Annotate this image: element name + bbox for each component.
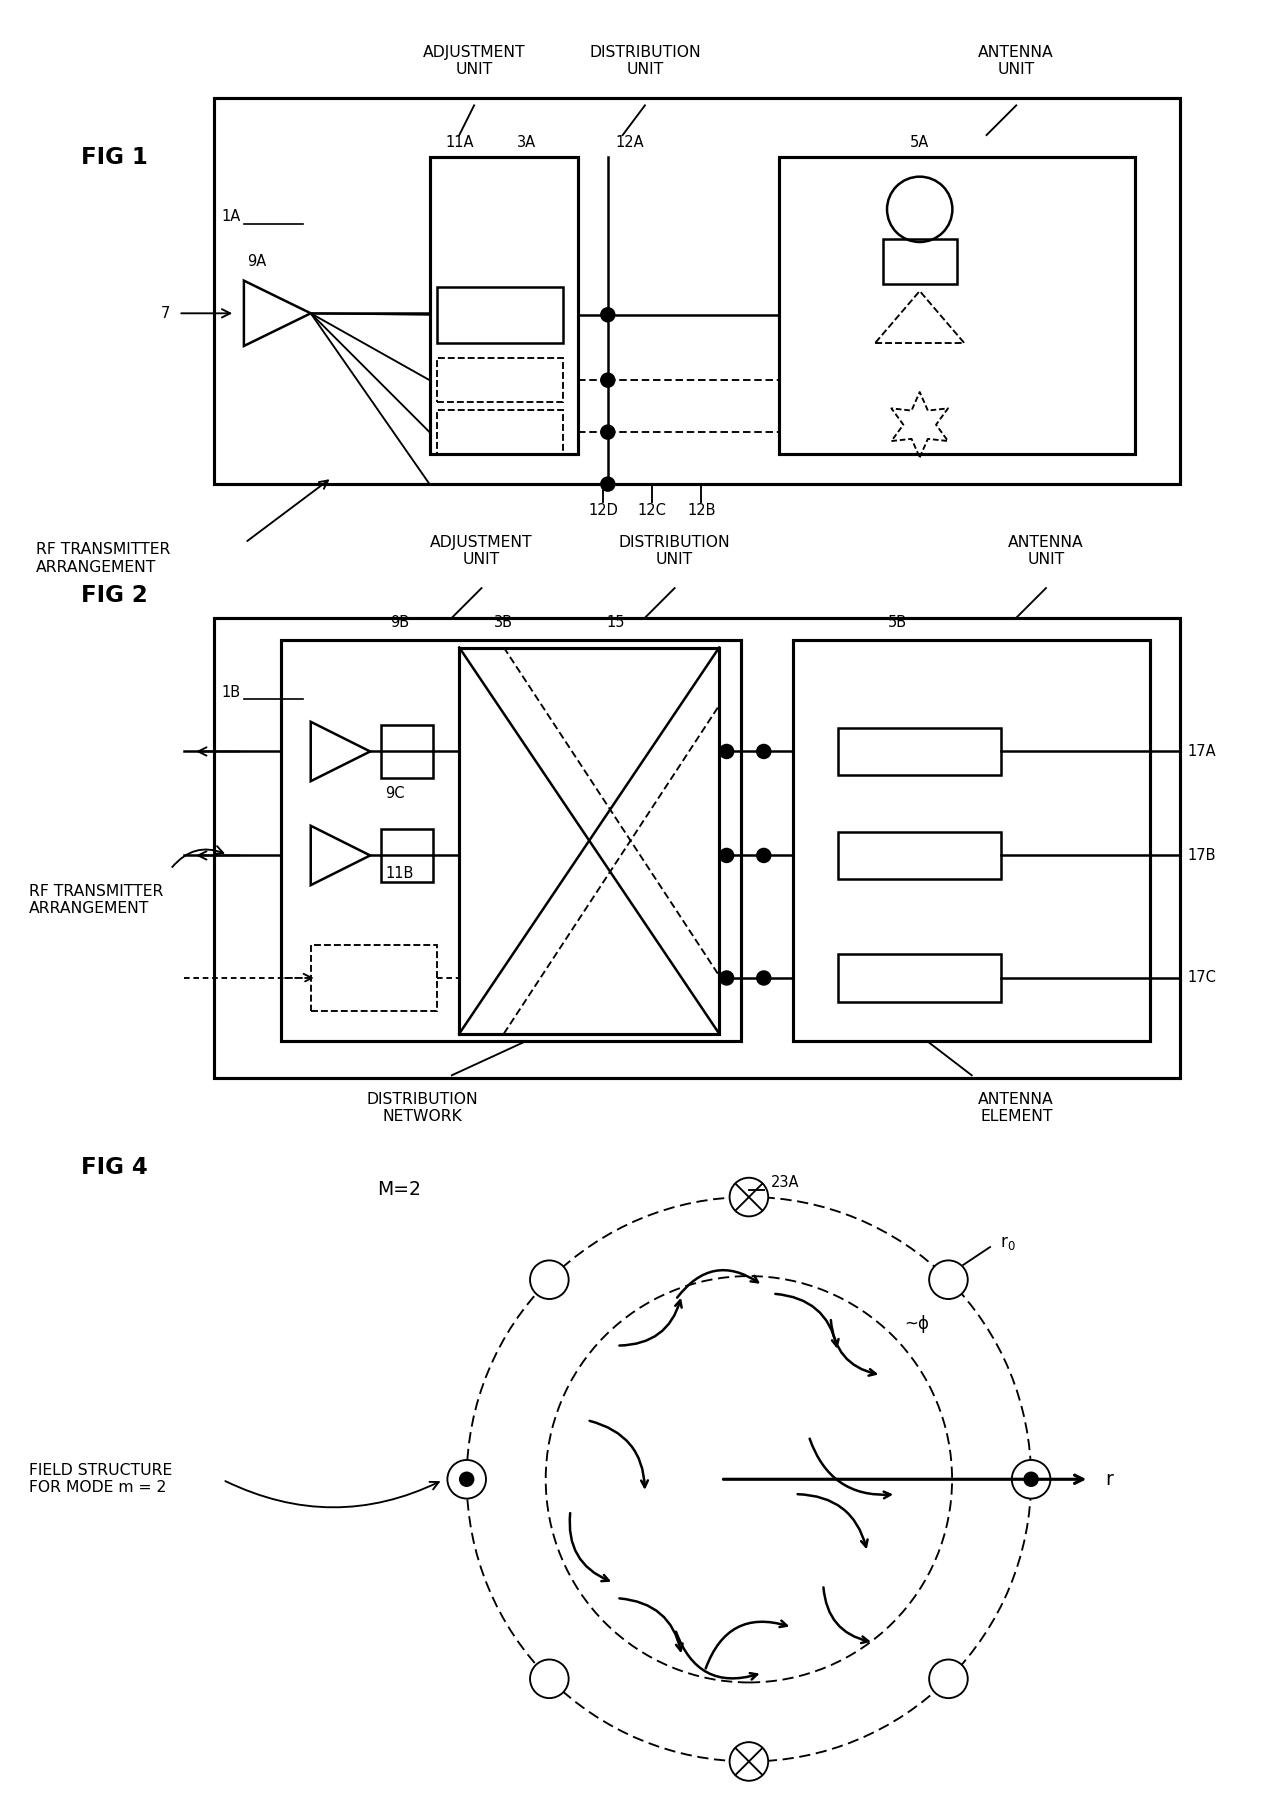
Text: 7: 7: [161, 306, 170, 320]
Bar: [793, 641, 1150, 1040]
Text: 17C: 17C: [1187, 970, 1216, 985]
Text: 12A: 12A: [616, 135, 644, 149]
Text: ADJUSTMENT
UNIT: ADJUSTMENT UNIT: [423, 45, 525, 77]
Text: 12D: 12D: [588, 504, 618, 518]
Text: 11A: 11A: [445, 135, 473, 149]
Bar: [214, 617, 1179, 1078]
Bar: [459, 648, 719, 1033]
Text: 11B: 11B: [385, 866, 413, 880]
Circle shape: [601, 373, 615, 387]
Bar: [280, 641, 742, 1040]
Text: ADJUSTMENT
UNIT: ADJUSTMENT UNIT: [430, 535, 533, 567]
Circle shape: [601, 308, 615, 322]
Bar: [380, 725, 432, 778]
Text: 15: 15: [606, 616, 625, 630]
Text: r: r: [1105, 1471, 1113, 1489]
Bar: [437, 286, 564, 344]
Text: DISTRIBUTION
UNIT: DISTRIBUTION UNIT: [618, 535, 731, 567]
Text: r$_0$: r$_0$: [1001, 1233, 1016, 1251]
Text: ANTENNA
ELEMENT: ANTENNA ELEMENT: [978, 1093, 1054, 1125]
Text: FIELD STRUCTURE
FOR MODE m = 2: FIELD STRUCTURE FOR MODE m = 2: [28, 1463, 172, 1496]
Text: 9C: 9C: [385, 785, 404, 801]
Text: 12B: 12B: [687, 504, 715, 518]
Text: 3A: 3A: [516, 135, 536, 149]
Text: 17A: 17A: [1187, 743, 1215, 760]
Text: DISTRIBUTION
UNIT: DISTRIBUTION UNIT: [589, 45, 701, 77]
Bar: [779, 157, 1135, 454]
Bar: [437, 410, 564, 454]
Text: FIG 2: FIG 2: [80, 583, 148, 607]
Bar: [214, 97, 1179, 484]
Text: ~ϕ: ~ϕ: [904, 1316, 929, 1334]
Circle shape: [929, 1660, 968, 1697]
Text: 17B: 17B: [1187, 848, 1215, 862]
Text: 1A: 1A: [222, 209, 241, 225]
Bar: [838, 727, 1001, 776]
Text: RF TRANSMITTER
ARRANGEMENT: RF TRANSMITTER ARRANGEMENT: [36, 542, 171, 574]
Text: 5A: 5A: [910, 135, 929, 149]
Circle shape: [601, 425, 615, 439]
Bar: [838, 832, 1001, 878]
Circle shape: [720, 850, 733, 862]
Bar: [437, 358, 564, 403]
Circle shape: [1024, 1472, 1038, 1487]
Text: 23A: 23A: [771, 1175, 799, 1190]
Text: FIG 4: FIG 4: [80, 1156, 148, 1179]
Text: ANTENNA
UNIT: ANTENNA UNIT: [978, 45, 1054, 77]
Circle shape: [530, 1260, 569, 1300]
Text: 1B: 1B: [222, 684, 241, 700]
Circle shape: [757, 972, 770, 985]
Circle shape: [757, 745, 770, 758]
Circle shape: [530, 1660, 569, 1697]
Text: DISTRIBUTION
NETWORK: DISTRIBUTION NETWORK: [366, 1093, 478, 1125]
Circle shape: [729, 1177, 769, 1217]
Circle shape: [460, 1472, 473, 1487]
Bar: [430, 157, 578, 454]
Text: 5B: 5B: [887, 616, 907, 630]
Circle shape: [601, 477, 615, 491]
Circle shape: [757, 850, 770, 862]
Text: M=2: M=2: [377, 1181, 422, 1199]
Text: 12C: 12C: [638, 504, 667, 518]
Bar: [380, 828, 432, 882]
Circle shape: [929, 1260, 968, 1300]
Circle shape: [729, 1742, 769, 1780]
Bar: [882, 239, 956, 284]
Bar: [311, 945, 437, 1012]
Bar: [838, 954, 1001, 1003]
Text: 9B: 9B: [390, 616, 409, 630]
Text: 3B: 3B: [495, 616, 514, 630]
Circle shape: [1012, 1460, 1051, 1499]
Text: RF TRANSMITTER
ARRANGEMENT: RF TRANSMITTER ARRANGEMENT: [28, 884, 163, 916]
Circle shape: [448, 1460, 486, 1499]
Text: ANTENNA
UNIT: ANTENNA UNIT: [1009, 535, 1084, 567]
Circle shape: [720, 972, 733, 985]
Text: FIG 1: FIG 1: [80, 146, 148, 169]
Circle shape: [720, 745, 733, 758]
Text: 9A: 9A: [247, 254, 266, 268]
